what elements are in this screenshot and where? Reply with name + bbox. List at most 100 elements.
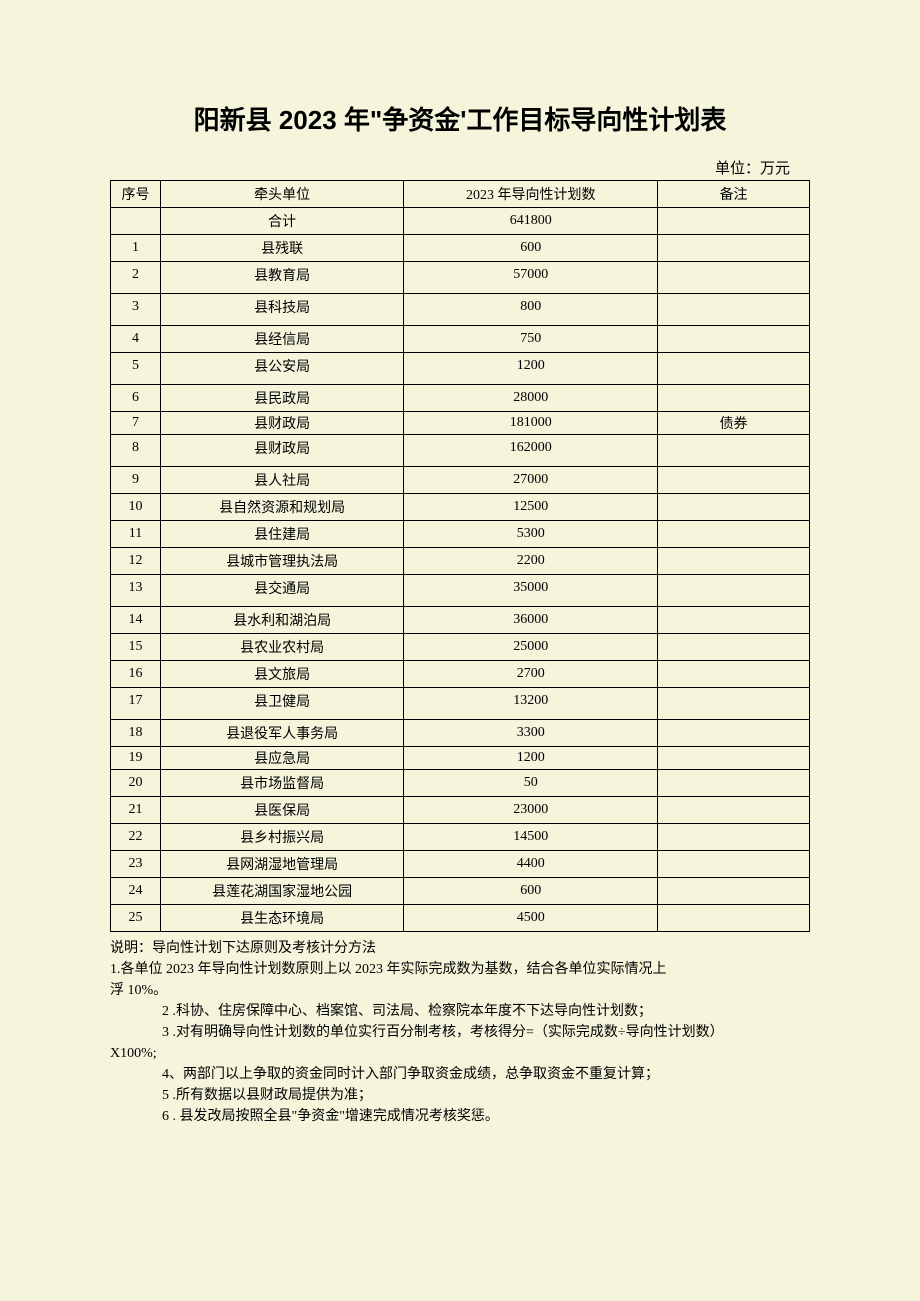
cell-seq: 15 (111, 634, 161, 661)
cell-seq: 5 (111, 353, 161, 385)
cell-plan: 50 (404, 770, 658, 797)
table-row: 11县住建局5300 (111, 521, 810, 548)
cell-note (658, 294, 810, 326)
cell-plan: 27000 (404, 467, 658, 494)
cell-seq: 7 (111, 412, 161, 435)
total-seq (111, 208, 161, 235)
cell-plan: 12500 (404, 494, 658, 521)
cell-note (658, 824, 810, 851)
cell-seq: 18 (111, 720, 161, 747)
table-row: 24县莲花湖国家湿地公园600 (111, 878, 810, 905)
cell-note (658, 688, 810, 720)
cell-leader: 县生态环境局 (160, 905, 404, 932)
cell-note (658, 747, 810, 770)
note-line: 4、两部门以上争取的资金同时计入部门争取资金成绩，总争取资金不重复计算； (162, 1064, 810, 1085)
cell-plan: 14500 (404, 824, 658, 851)
table-row: 9县人社局27000 (111, 467, 810, 494)
cell-seq: 12 (111, 548, 161, 575)
cell-leader: 县网湖湿地管理局 (160, 851, 404, 878)
note-line: 说明：导向性计划下达原则及考核计分方法 (110, 938, 810, 959)
header-note: 备注 (658, 181, 810, 208)
cell-plan: 1200 (404, 353, 658, 385)
cell-leader: 县人社局 (160, 467, 404, 494)
total-leader: 合计 (160, 208, 404, 235)
cell-note (658, 521, 810, 548)
cell-note (658, 262, 810, 294)
cell-note (658, 851, 810, 878)
table-row: 14县水利和湖泊局36000 (111, 607, 810, 634)
cell-leader: 县莲花湖国家湿地公园 (160, 878, 404, 905)
note-line: 2 .科协、住房保障中心、档案馆、司法局、检察院本年度不下达导向性计划数； (162, 1001, 810, 1022)
cell-seq: 19 (111, 747, 161, 770)
cell-plan: 2700 (404, 661, 658, 688)
cell-note (658, 353, 810, 385)
cell-note (658, 607, 810, 634)
cell-note (658, 634, 810, 661)
cell-seq: 1 (111, 235, 161, 262)
cell-note (658, 770, 810, 797)
cell-leader: 县交通局 (160, 575, 404, 607)
notes-section: 说明：导向性计划下达原则及考核计分方法1.各单位 2023 年导向性计划数原则上… (110, 938, 810, 1127)
cell-leader: 县水利和湖泊局 (160, 607, 404, 634)
cell-note (658, 494, 810, 521)
cell-note (658, 235, 810, 262)
cell-plan: 750 (404, 326, 658, 353)
table-row: 13县交通局35000 (111, 575, 810, 607)
cell-seq: 9 (111, 467, 161, 494)
cell-seq: 4 (111, 326, 161, 353)
note-line: 3 .对有明确导向性计划数的单位实行百分制考核，考核得分=（实际完成数÷导向性计… (162, 1022, 810, 1043)
cell-note (658, 720, 810, 747)
cell-plan: 800 (404, 294, 658, 326)
cell-leader: 县应急局 (160, 747, 404, 770)
table-row: 19县应急局1200 (111, 747, 810, 770)
table-row: 22县乡村振兴局14500 (111, 824, 810, 851)
cell-note: 债券 (658, 412, 810, 435)
table-row: 7县财政局181000债券 (111, 412, 810, 435)
table-row: 4县经信局750 (111, 326, 810, 353)
header-seq: 序号 (111, 181, 161, 208)
plan-table: 序号 牵头单位 2023 年导向性计划数 备注 合计 641800 1县残联60… (110, 180, 810, 932)
note-line: X100%; (110, 1043, 810, 1064)
cell-plan: 5300 (404, 521, 658, 548)
cell-note (658, 467, 810, 494)
table-row: 2县教育局57000 (111, 262, 810, 294)
table-row: 8县财政局162000 (111, 435, 810, 467)
cell-seq: 24 (111, 878, 161, 905)
cell-leader: 县文旅局 (160, 661, 404, 688)
cell-plan: 181000 (404, 412, 658, 435)
cell-leader: 县乡村振兴局 (160, 824, 404, 851)
header-plan: 2023 年导向性计划数 (404, 181, 658, 208)
cell-plan: 36000 (404, 607, 658, 634)
cell-seq: 3 (111, 294, 161, 326)
cell-plan: 25000 (404, 634, 658, 661)
cell-plan: 4500 (404, 905, 658, 932)
cell-seq: 20 (111, 770, 161, 797)
table-row: 25县生态环境局4500 (111, 905, 810, 932)
cell-plan: 3300 (404, 720, 658, 747)
table-row: 20县市场监督局50 (111, 770, 810, 797)
cell-note (658, 435, 810, 467)
cell-leader: 县民政局 (160, 385, 404, 412)
cell-leader: 县经信局 (160, 326, 404, 353)
total-note (658, 208, 810, 235)
cell-leader: 县市场监督局 (160, 770, 404, 797)
cell-plan: 1200 (404, 747, 658, 770)
cell-leader: 县财政局 (160, 435, 404, 467)
cell-leader: 县公安局 (160, 353, 404, 385)
cell-leader: 县自然资源和规划局 (160, 494, 404, 521)
cell-plan: 600 (404, 878, 658, 905)
cell-note (658, 878, 810, 905)
table-row: 3县科技局800 (111, 294, 810, 326)
cell-leader: 县医保局 (160, 797, 404, 824)
cell-seq: 2 (111, 262, 161, 294)
cell-plan: 13200 (404, 688, 658, 720)
cell-note (658, 661, 810, 688)
page-title: 阳新县 2023 年"争资金'工作目标导向性计划表 (110, 100, 810, 137)
cell-seq: 23 (111, 851, 161, 878)
cell-plan: 23000 (404, 797, 658, 824)
total-row: 合计 641800 (111, 208, 810, 235)
table-row: 21县医保局23000 (111, 797, 810, 824)
table-row: 5县公安局1200 (111, 353, 810, 385)
cell-plan: 4400 (404, 851, 658, 878)
note-line: 浮 10%。 (110, 980, 810, 1001)
